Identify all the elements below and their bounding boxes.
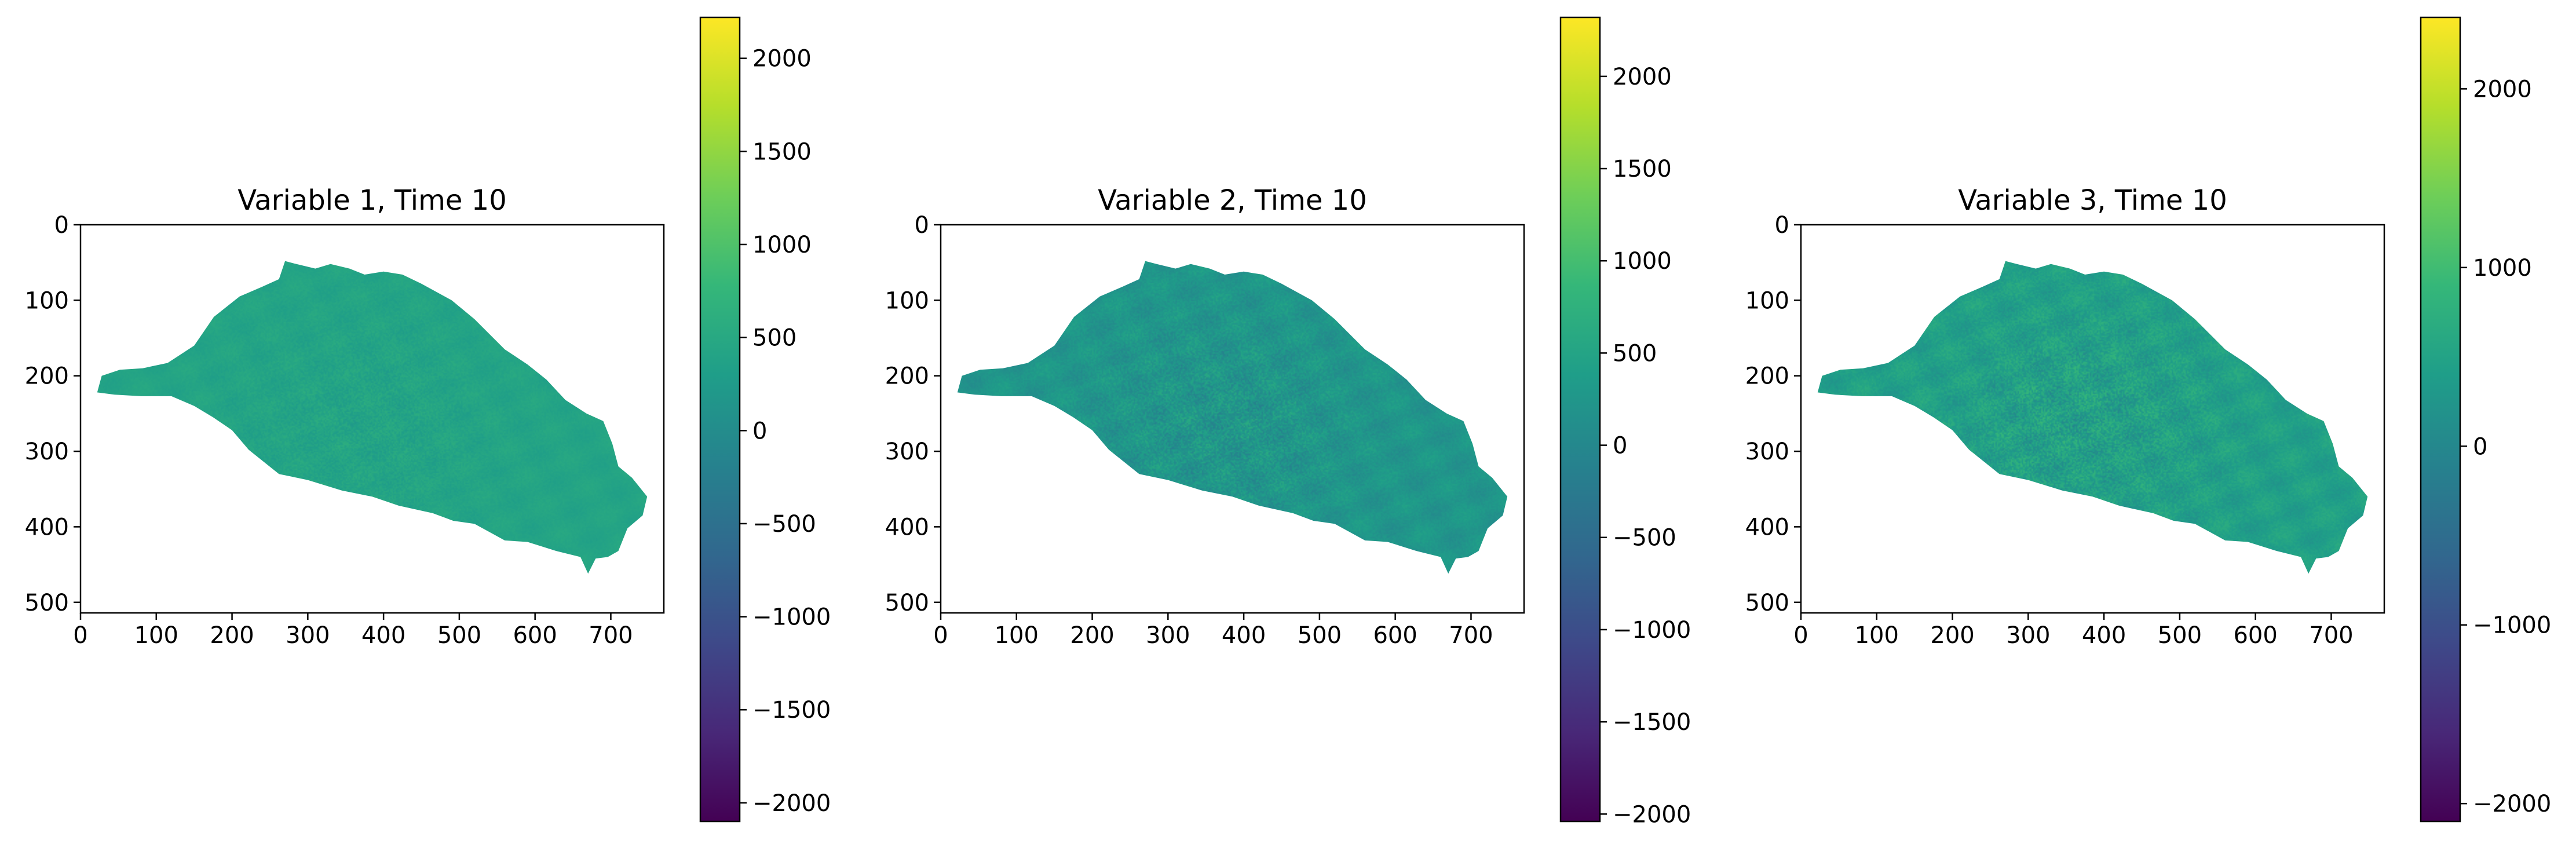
- y-tick-label: 200: [1745, 363, 1789, 390]
- colorbar-tick-label: −2000: [2473, 791, 2551, 817]
- x-tick-label: 400: [361, 622, 405, 649]
- y-tick-label: 0: [54, 212, 69, 239]
- axes-frame: [79, 224, 665, 614]
- x-tick-label: 100: [134, 622, 178, 649]
- colorbar-tick-label: 2000: [1613, 64, 1672, 90]
- x-tick-label: 500: [1298, 622, 1342, 649]
- x-tick-label: 0: [73, 622, 87, 649]
- panel-3: Variable 3, Time 10 0 100 200 300 400 500 600 70…: [1745, 16, 2551, 823]
- x-tick-label: 600: [513, 622, 557, 649]
- y-tick-label: 500: [885, 590, 929, 616]
- colorbar-tick-label: 1000: [1613, 248, 1672, 275]
- y-tick-label: 400: [25, 514, 69, 540]
- heatmap-field: [1817, 261, 2368, 574]
- x-tick-label: 0: [1793, 622, 1808, 649]
- colorbar: [2420, 16, 2461, 823]
- colorbar-tick-label: −500: [752, 511, 816, 538]
- x-tick-label: 100: [995, 622, 1039, 649]
- x-tick-label: 500: [2158, 622, 2202, 649]
- colorbar-tick-label: −1000: [752, 604, 831, 631]
- y-tick-label: 500: [25, 590, 69, 616]
- colorbar-tick-label: 1500: [1613, 156, 1672, 182]
- colorbar-tick-label: 500: [752, 325, 796, 352]
- x-tick-label: 300: [2006, 622, 2050, 649]
- x-tick-label: 600: [1373, 622, 1417, 649]
- colorbar-tick-label: 2000: [752, 46, 812, 72]
- x-tick-label: 600: [2233, 622, 2277, 649]
- y-tick-label: 300: [1745, 439, 1789, 465]
- colorbar-tick-label: −2000: [1613, 801, 1691, 828]
- x-tick-label: 400: [1222, 622, 1266, 649]
- x-tick-label: 200: [1930, 622, 1974, 649]
- axes-frame: [940, 224, 1525, 614]
- x-tick-label: 300: [286, 622, 330, 649]
- colorbar: [1559, 16, 1601, 823]
- y-tick-label: 200: [25, 363, 69, 390]
- x-tick-label: 200: [210, 622, 254, 649]
- x-tick-label: 700: [2309, 622, 2353, 649]
- colorbar-tick-label: −2000: [752, 790, 831, 817]
- heatmap-field: [957, 261, 1508, 574]
- x-tick-label: 400: [2082, 622, 2126, 649]
- x-tick-label: 500: [437, 622, 481, 649]
- y-tick-label: 100: [885, 287, 929, 314]
- panel-title: Variable 2, Time 10: [1098, 184, 1366, 217]
- colorbar-tick-label: 1000: [752, 232, 812, 258]
- panel-2: Variable 2, Time 10 0 100 200 300 400 500 600 70…: [885, 16, 1691, 828]
- colorbar-tick-label: 0: [1613, 433, 1627, 459]
- y-tick-label: 300: [885, 439, 929, 465]
- panel-1: Variable 1, Time 10 0 100 200 300 400 500 600 70…: [25, 16, 831, 823]
- x-tick-label: 700: [589, 622, 633, 649]
- x-tick-label: 700: [1449, 622, 1493, 649]
- colorbar-tick-label: 1500: [752, 138, 812, 165]
- x-tick-label: 100: [1855, 622, 1899, 649]
- y-tick-label: 200: [885, 363, 929, 390]
- colorbar-tick-label: −1500: [1613, 709, 1691, 736]
- colorbar-tick-label: −1000: [2473, 612, 2551, 639]
- y-tick-label: 500: [1745, 590, 1789, 616]
- colorbar-tick-label: −1000: [1613, 617, 1691, 644]
- y-tick-label: 0: [1775, 212, 1789, 239]
- x-tick-label: 0: [933, 622, 948, 649]
- panel-title: Variable 3, Time 10: [1958, 184, 2227, 217]
- colorbar-tick-label: 0: [752, 418, 767, 444]
- colorbar-tick-label: 500: [1613, 340, 1657, 367]
- y-tick-label: 400: [885, 514, 929, 540]
- colorbar-tick-label: 2000: [2473, 76, 2532, 103]
- y-tick-label: 100: [25, 287, 69, 314]
- y-tick-label: 400: [1745, 514, 1789, 540]
- colorbar-tick-label: −1500: [752, 697, 831, 724]
- colorbar: [699, 16, 741, 823]
- colorbar-tick-label: 0: [2473, 433, 2487, 460]
- x-tick-label: 200: [1070, 622, 1114, 649]
- heatmap-field: [97, 261, 648, 574]
- panel-title: Variable 1, Time 10: [237, 184, 506, 217]
- x-tick-label: 300: [1146, 622, 1190, 649]
- y-tick-label: 0: [915, 212, 929, 239]
- axes-frame: [1800, 224, 2385, 614]
- y-tick-label: 100: [1745, 287, 1789, 314]
- colorbar-tick-label: 1000: [2473, 255, 2532, 282]
- colorbar-tick-label: −500: [1613, 525, 1676, 551]
- y-tick-label: 300: [25, 439, 69, 465]
